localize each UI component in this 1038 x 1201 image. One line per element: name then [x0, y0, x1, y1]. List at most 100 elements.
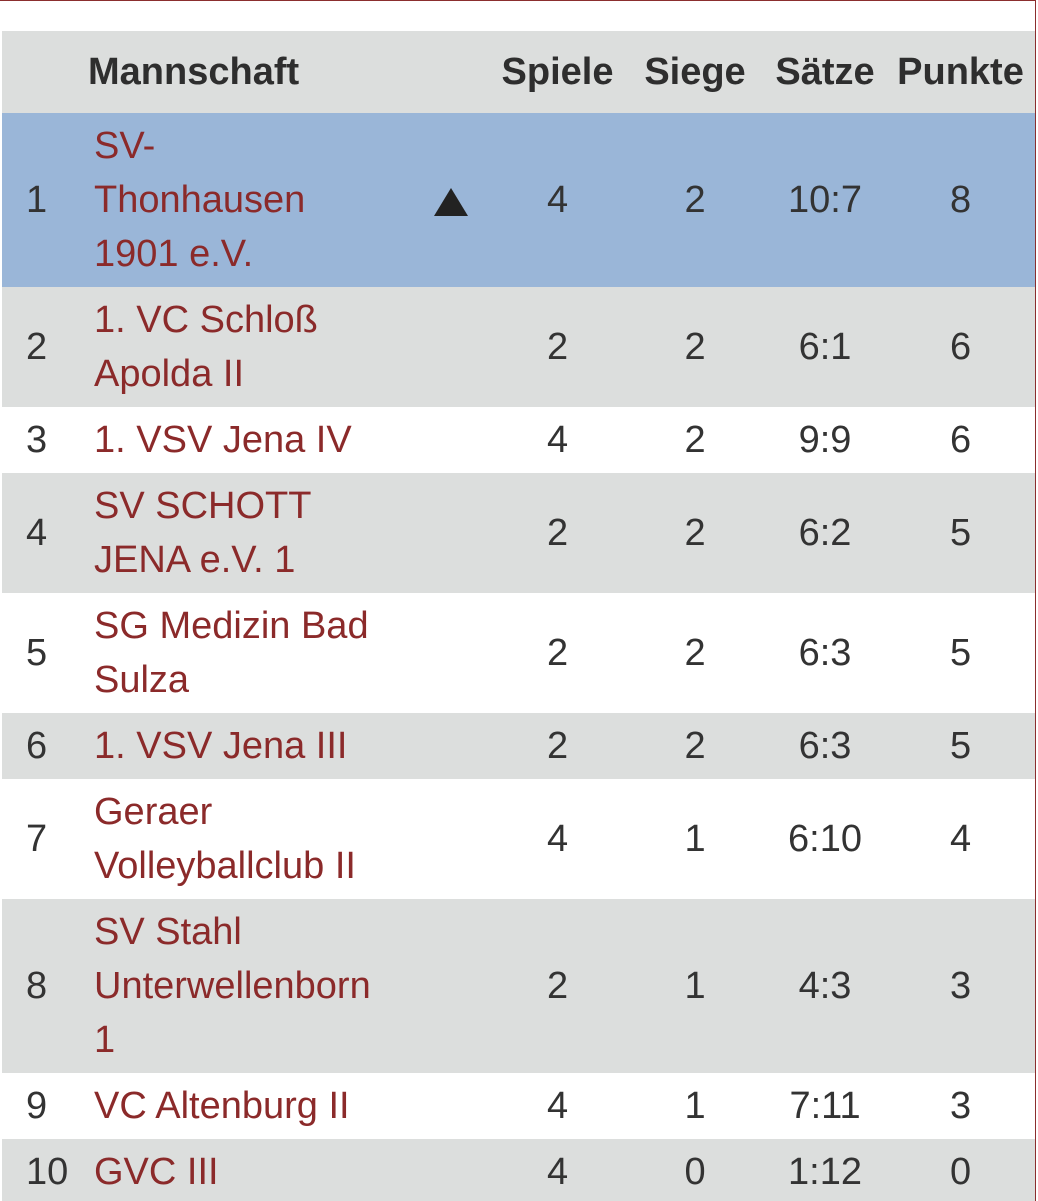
trend-cell	[412, 407, 490, 473]
team-link[interactable]: 1. VSV Jena IV	[94, 419, 352, 461]
table-row: 1 SV- Thonhausen 1901 e.V. 4 2 10:7 8	[2, 113, 1035, 287]
table-row: 2 1. VC Schloß Apolda II 2 2 6:1 6	[2, 287, 1035, 407]
table-row: 6 1. VSV Jena III 2 2 6:3 5	[2, 713, 1035, 779]
trend-cell	[412, 1073, 490, 1139]
trend-cell	[412, 473, 490, 593]
table-row: 8 SV Stahl Unterwellenborn 1 2 1 4:3 3	[2, 899, 1035, 1073]
spiele-cell: 4	[546, 1085, 569, 1127]
table-row: 3 1. VSV Jena IV 4 2 9:9 6	[2, 407, 1035, 473]
punkte-cell: 3	[949, 1085, 972, 1127]
spiele-cell: 4	[546, 818, 569, 860]
rank-cell: 5	[26, 632, 48, 674]
rank-cell: 1	[26, 179, 48, 221]
table-row: 4 SV SCHOTT JENA e.V. 1 2 2 6:2 5	[2, 473, 1035, 593]
siege-cell: 1	[684, 1085, 706, 1127]
team-line: Thonhausen	[94, 179, 306, 221]
team-link[interactable]: SV Stahl Unterwellenborn 1	[82, 899, 412, 1073]
trend-cell	[412, 113, 490, 287]
team-link[interactable]: Geraer Volleyballclub II	[82, 779, 412, 899]
rank-cell: 2	[26, 326, 48, 368]
header-siege: Siege	[644, 50, 746, 93]
saetze-cell: 6:2	[798, 512, 852, 554]
siege-cell: 2	[684, 419, 706, 461]
team-link[interactable]: SV SCHOTT JENA e.V. 1	[82, 473, 412, 593]
team-link[interactable]: VC Altenburg II	[94, 1085, 350, 1127]
team-link[interactable]: SV- Thonhausen 1901 e.V.	[82, 113, 412, 287]
team-line: JENA e.V. 1	[94, 539, 296, 581]
spiele-cell: 2	[546, 512, 569, 554]
trend-cell	[412, 287, 490, 407]
saetze-cell: 6:3	[798, 632, 852, 674]
punkte-cell: 5	[949, 512, 972, 554]
siege-cell: 2	[684, 725, 706, 767]
standings-table: Mannschaft Spiele Siege Sätze Punkte 1 S…	[2, 31, 1035, 1201]
punkte-cell: 3	[949, 965, 972, 1007]
rank-cell: 4	[26, 512, 48, 554]
team-line: Sulza	[94, 659, 190, 701]
saetze-cell: 6:3	[798, 725, 852, 767]
rank-cell: 10	[26, 1151, 69, 1193]
spiele-cell: 2	[546, 326, 569, 368]
trend-cell	[412, 713, 490, 779]
header-team: Mannschaft	[88, 50, 300, 93]
spiele-cell: 4	[546, 419, 569, 461]
team-link[interactable]: SG Medizin Bad Sulza	[82, 593, 412, 713]
saetze-cell: 6:10	[788, 818, 862, 860]
team-line: SG Medizin Bad	[94, 605, 369, 647]
rank-cell: 3	[26, 419, 48, 461]
siege-cell: 1	[684, 818, 706, 860]
team-line: 1. VC Schloß	[94, 299, 318, 341]
team-link[interactable]: GVC III	[94, 1151, 219, 1193]
spiele-cell: 4	[546, 179, 569, 221]
table-row: 9 VC Altenburg II 4 1 7:11 3	[2, 1073, 1035, 1139]
team-line: 1901 e.V.	[94, 233, 254, 275]
saetze-cell: 6:1	[798, 326, 852, 368]
up-triangle-icon	[434, 187, 468, 216]
spiele-cell: 2	[546, 632, 569, 674]
table-header-row: Mannschaft Spiele Siege Sätze Punkte	[2, 31, 1035, 113]
team-link[interactable]: 1. VC Schloß Apolda II	[82, 287, 412, 407]
trend-cell	[412, 899, 490, 1073]
saetze-cell: 10:7	[788, 179, 862, 221]
table-row: 5 SG Medizin Bad Sulza 2 2 6:3 5	[2, 593, 1035, 713]
team-line: SV SCHOTT	[94, 485, 312, 527]
spiele-cell: 2	[546, 965, 569, 1007]
siege-cell: 2	[684, 179, 706, 221]
header-punkte: Punkte	[897, 50, 1024, 93]
punkte-cell: 4	[949, 818, 972, 860]
siege-cell: 2	[684, 512, 706, 554]
header-rank	[2, 31, 82, 113]
team-line: Volleyballclub II	[94, 845, 356, 887]
header-spiele: Spiele	[501, 50, 614, 93]
rank-cell: 7	[26, 818, 48, 860]
table-row: 7 Geraer Volleyballclub II 4 1 6:10 4	[2, 779, 1035, 899]
punkte-cell: 5	[949, 632, 972, 674]
team-link[interactable]: 1. VSV Jena III	[94, 725, 348, 767]
team-line: Apolda II	[94, 353, 244, 395]
trend-cell	[412, 779, 490, 899]
saetze-cell: 7:11	[789, 1085, 861, 1127]
header-saetze: Sätze	[775, 50, 875, 93]
punkte-cell: 8	[949, 179, 972, 221]
punkte-cell: 6	[949, 419, 972, 461]
team-line: SV-	[94, 125, 156, 167]
siege-cell: 2	[684, 632, 706, 674]
saetze-cell: 4:3	[798, 965, 852, 1007]
spiele-cell: 4	[546, 1151, 569, 1193]
saetze-cell: 9:9	[798, 419, 852, 461]
standings-body: 1 SV- Thonhausen 1901 e.V. 4 2 10:7 8 2 1.…	[2, 113, 1035, 1201]
punkte-cell: 0	[949, 1151, 972, 1193]
trend-cell	[412, 593, 490, 713]
punkte-cell: 6	[949, 326, 972, 368]
team-line: 1	[94, 1019, 116, 1061]
table-row: 10 GVC III 4 0 1:12 0	[2, 1139, 1035, 1201]
punkte-cell: 5	[949, 725, 972, 767]
team-line: Geraer	[94, 791, 213, 833]
trend-cell	[412, 1139, 490, 1201]
siege-cell: 1	[684, 965, 706, 1007]
siege-cell: 2	[684, 326, 706, 368]
rank-cell: 6	[26, 725, 48, 767]
team-line: Unterwellenborn	[94, 965, 371, 1007]
spiele-cell: 2	[546, 725, 569, 767]
